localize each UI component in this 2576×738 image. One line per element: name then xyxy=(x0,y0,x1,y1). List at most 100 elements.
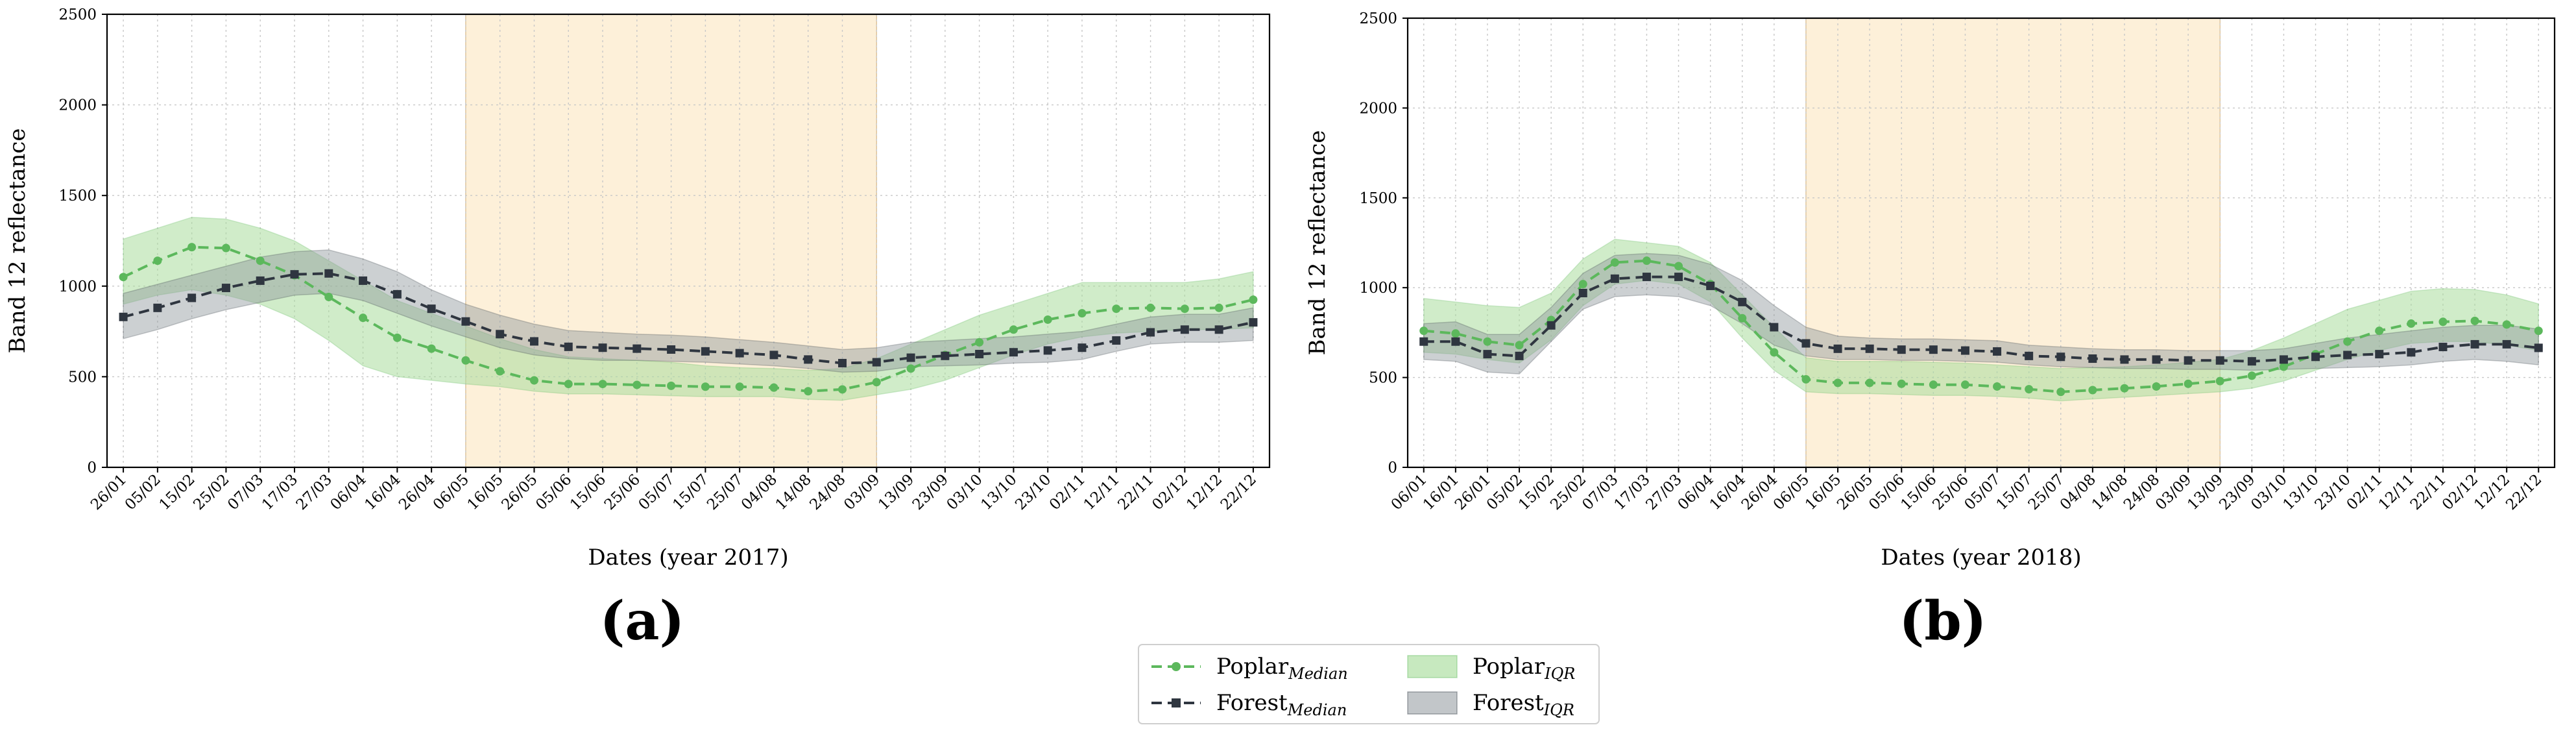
x-tick-label: 17/03 xyxy=(259,471,301,513)
forest-median-point xyxy=(1451,337,1460,346)
forest-median-point xyxy=(1483,350,1492,359)
forest-median-point xyxy=(1043,346,1052,355)
poplar-median-point xyxy=(1451,329,1460,338)
x-tick-label: 13/10 xyxy=(978,471,1020,513)
x-tick-label: 13/09 xyxy=(2184,471,2226,513)
poplar-median-point xyxy=(1642,256,1651,265)
poplar-median-point xyxy=(187,243,197,252)
poplar-median-point xyxy=(1043,315,1052,324)
poplar-median-point xyxy=(2279,362,2288,371)
panel-a: 0 500 1000 1500 2000 2500 26/0105/0215/0225/02… xyxy=(5,6,1271,571)
x-tick-label: 04/08 xyxy=(738,471,780,513)
x-tick-label: 22/11 xyxy=(1115,471,1157,513)
x-tick-label: 26/01 xyxy=(88,471,130,513)
forest-median-point xyxy=(2247,357,2256,366)
forest-median-point xyxy=(2056,352,2065,362)
poplar-iqr-legend-label: PoplarIQR xyxy=(1473,654,1575,683)
poplar-median-point xyxy=(2407,319,2416,328)
poplar-iqr-legend-patch xyxy=(1407,655,1458,678)
forest-median-point xyxy=(2279,355,2288,364)
forest-median-point xyxy=(324,269,333,278)
x-tick-label: 15/06 xyxy=(567,471,609,513)
poplar-median-point xyxy=(598,380,607,389)
x-tick-label: 23/09 xyxy=(2216,471,2258,513)
forest-legend-marker xyxy=(1172,698,1181,707)
x-tick-label: 04/08 xyxy=(2057,471,2099,513)
poplar-median-point xyxy=(701,382,710,391)
poplar-median-point xyxy=(1960,380,1969,389)
poplar-median-point xyxy=(1077,309,1087,318)
forest-median-point xyxy=(2311,352,2320,362)
poplar-median-point xyxy=(1515,341,1524,350)
poplar-median-point xyxy=(461,356,470,365)
x-tick-label: 03/10 xyxy=(2248,471,2290,513)
forest-median-point xyxy=(2343,351,2352,360)
poplar-median-point xyxy=(1578,280,1587,289)
forest-median-point xyxy=(2120,355,2129,364)
forest-median-point xyxy=(1897,345,1906,354)
x-tick-label: 03/10 xyxy=(944,471,986,513)
forest-median-point xyxy=(769,351,778,360)
forest-median-point xyxy=(1009,348,1018,357)
poplar-legend-marker xyxy=(1172,662,1181,671)
forest-median-point xyxy=(119,312,128,321)
y-tick-label: 2500 xyxy=(58,6,97,23)
poplar-median-point xyxy=(256,256,265,265)
forest-median-point xyxy=(2502,339,2511,349)
x-tick-label: 02/12 xyxy=(2439,471,2481,513)
forest-median-point xyxy=(187,293,197,302)
forest-median-point xyxy=(632,344,642,353)
forest-median-point xyxy=(1642,273,1651,282)
x-tick-label: 12/12 xyxy=(2471,471,2513,513)
x-tick-label: 26/01 xyxy=(1452,471,1494,513)
x-tick-label: 24/08 xyxy=(2121,471,2163,513)
x-tick-label: 05/02 xyxy=(122,471,164,513)
forest-median-point xyxy=(1578,289,1587,298)
forest-median-point xyxy=(735,349,744,358)
forest-median-point xyxy=(461,317,470,326)
poplar-median-point xyxy=(1738,314,1747,323)
poplar-median-point xyxy=(2247,371,2256,380)
y-tick-label: 2000 xyxy=(58,97,97,114)
y-axis-label: Band 12 reflectance xyxy=(1305,130,1330,355)
poplar-median-point xyxy=(1419,326,1428,336)
forest-median-point xyxy=(564,342,573,351)
x-tick-label: 05/07 xyxy=(636,471,678,513)
poplar-median-point xyxy=(2088,386,2097,395)
x-tick-label: 25/07 xyxy=(704,471,746,513)
panel-b-letter: (b) xyxy=(1899,590,1987,652)
poplar-median-point xyxy=(838,385,847,394)
x-tick-label: 16/01 xyxy=(1420,471,1462,513)
x-tick-label: 23/10 xyxy=(1012,471,1054,513)
x-tick-label: 24/08 xyxy=(807,471,849,513)
forest-median-line xyxy=(123,272,1254,365)
poplar-median-point xyxy=(1674,262,1683,271)
forest-median-point xyxy=(906,353,915,362)
forest-median-point xyxy=(1738,297,1747,306)
y-tick-label: 2000 xyxy=(1359,100,1397,117)
forest-iqr-band xyxy=(123,249,1254,373)
x-tick-label: 06/05 xyxy=(1770,471,1812,513)
y-tick-label: 1000 xyxy=(1359,280,1397,297)
poplar-median-point xyxy=(1180,304,1189,314)
poplar-median-point xyxy=(1249,295,1258,304)
x-tick-label: 27/03 xyxy=(293,471,335,513)
poplar-median-point xyxy=(769,383,778,392)
x-tick-label: 27/03 xyxy=(1643,471,1685,513)
x-axis-label: Dates (year 2017) xyxy=(588,545,788,571)
x-tick-label: 05/06 xyxy=(533,471,575,513)
forest-median-point xyxy=(2152,355,2161,364)
forest-median-point xyxy=(392,289,402,299)
forest-median-point xyxy=(2438,343,2448,352)
x-tick-label: 26/05 xyxy=(498,471,540,513)
forest-median-point xyxy=(1770,323,1779,332)
forest-median-point xyxy=(1112,336,1121,345)
x-tick-label: 06/01 xyxy=(1388,471,1430,513)
forest-median-point xyxy=(359,276,368,285)
poplar-median-point xyxy=(1801,375,1811,384)
plot-frame xyxy=(1406,17,2556,469)
forest-median-point xyxy=(872,358,881,367)
forest-median-point xyxy=(290,270,299,279)
x-tick-label: 25/06 xyxy=(601,471,644,513)
